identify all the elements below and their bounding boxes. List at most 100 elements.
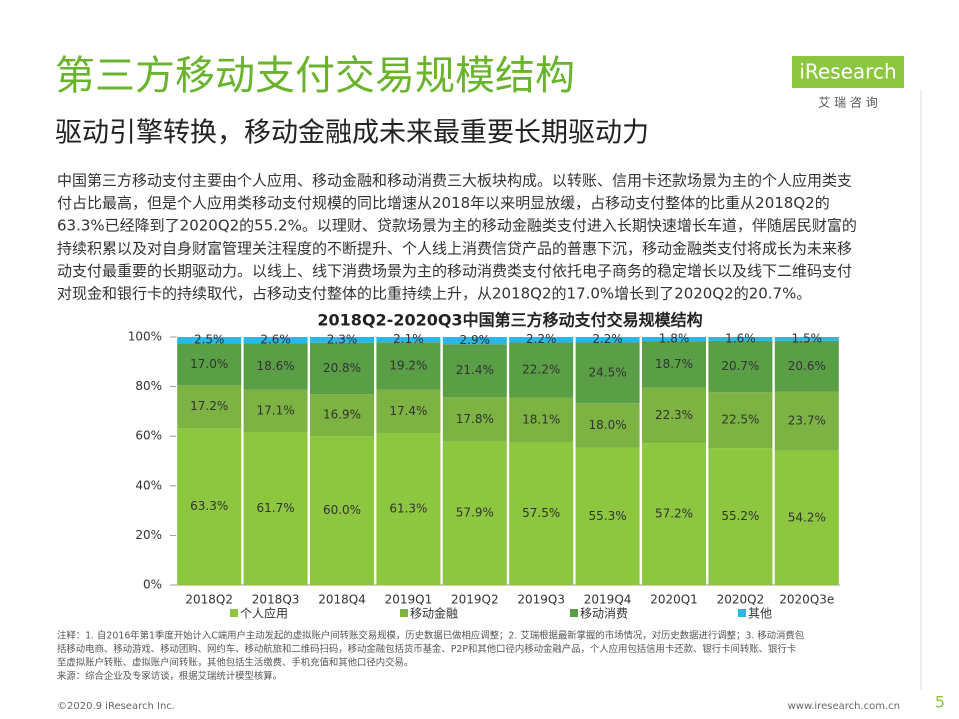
bar-segment <box>243 389 308 432</box>
bar-segment <box>708 392 773 449</box>
data-label: 2.6% <box>260 333 291 347</box>
bar-segment <box>642 443 706 585</box>
subtitle: 驱动引擎转换，移动金融成未来最重要长期驱动力 <box>55 118 649 149</box>
data-label: 1.8% <box>659 332 690 346</box>
logo-name: iResearch <box>799 60 896 84</box>
bar-segment <box>575 337 640 343</box>
x-tick-label: 2019Q2 <box>451 593 499 607</box>
legend-label: 其他 <box>748 607 772 621</box>
body-line: 63.3%已经降到了2020Q2的55.2%。以理财、贷款场景为主的移动金融类支… <box>57 217 857 235</box>
data-label: 18.1% <box>522 412 560 426</box>
chart-title: 2018Q2-2020Q3中国第三方移动支付交易规模结构 <box>317 311 702 330</box>
y-tick-label: 20% <box>135 528 162 542</box>
legend-swatch <box>230 609 238 617</box>
footer-url: www.iresearch.com.cn <box>788 701 900 712</box>
bar-segment <box>642 341 706 388</box>
bar-segment <box>177 343 242 386</box>
data-label: 20.8% <box>323 361 361 375</box>
data-label: 55.3% <box>589 509 627 523</box>
note-line: 注释：1. 自2016年第1季度开始计入C端用户主动发起的虚拟账户间转账交易规模… <box>57 630 804 642</box>
legend-label: 个人应用 <box>240 606 288 621</box>
data-label: 1.6% <box>725 331 756 345</box>
bar-segment <box>310 436 374 585</box>
bar-segment <box>376 389 441 433</box>
data-label: 57.5% <box>522 506 560 520</box>
bar-segment <box>774 391 839 451</box>
data-label: 60.0% <box>323 503 361 517</box>
bar-segment <box>575 447 640 585</box>
bar-segment <box>310 342 374 395</box>
bar-segment <box>243 431 308 585</box>
data-label: 2.3% <box>327 332 358 346</box>
data-label: 17.4% <box>389 404 427 418</box>
x-tick-label: 2019Q1 <box>385 593 433 607</box>
data-label: 17.0% <box>190 357 228 371</box>
data-label: 18.7% <box>655 357 693 371</box>
y-tick-label: 100% <box>128 330 162 344</box>
data-label: 2.2% <box>526 332 557 346</box>
data-label: 2.9% <box>460 333 491 347</box>
bar-segment <box>177 428 242 585</box>
x-tick-label: 2020Q2 <box>717 593 765 607</box>
bar-segment <box>310 394 374 437</box>
data-label: 21.4% <box>456 363 494 377</box>
data-label: 2.5% <box>194 333 225 347</box>
x-tick-label: 2018Q3 <box>252 593 300 607</box>
data-label: 23.7% <box>788 414 826 428</box>
legend-swatch <box>570 609 578 617</box>
bar-segment <box>509 442 574 585</box>
y-tick-label: 80% <box>135 379 162 393</box>
data-label: 54.2% <box>788 510 826 524</box>
notes: 注释：1. 自2016年第1季度开始计入C端用户主动发起的虚拟账户间转账交易规模… <box>57 630 804 683</box>
data-label: 2.1% <box>393 332 424 346</box>
logo-box <box>792 56 904 88</box>
note-line: 来源：综合企业及专家访谈，根据艾瑞统计模型核算。 <box>57 670 282 682</box>
legend-label: 移动消费 <box>580 607 628 621</box>
logo-sub: 艾 瑞 咨 询 <box>818 95 877 110</box>
bar-segment <box>376 337 441 343</box>
legend-swatch <box>738 609 746 617</box>
data-label: 61.7% <box>257 501 295 515</box>
y-tick-label: 40% <box>135 478 162 492</box>
bar-segment <box>177 385 242 429</box>
body-text: 中国第三方移动支付主要由个人应用、移动金融和移动消费三大板块构成。以转账、信用卡… <box>57 172 857 303</box>
chart: 0% 20% 40% 60% 80% 100% 2018Q2 63.3% 17.2% 17.0% 2… <box>128 330 840 621</box>
bar-segment <box>708 337 773 341</box>
note-line: 括移动电商、移动游戏、移动团购、网约车、移动航旅和二维码扫码，移动金融包括货币基… <box>57 643 796 655</box>
page-number: 5 <box>935 693 945 712</box>
x-tick-label: 2018Q2 <box>185 593 233 607</box>
bar-segment <box>243 343 308 390</box>
bar-segment <box>642 337 706 342</box>
x-tick-label: 2020Q3e <box>779 593 834 607</box>
body-line: 对现金和银行卡的持续取代，占移动支付整体的比重持续上升，从2018Q2的17.0… <box>57 285 811 303</box>
legend-swatch <box>400 609 408 617</box>
data-label: 57.2% <box>655 507 693 521</box>
data-label: 1.5% <box>792 331 823 345</box>
x-tick-label: 2019Q3 <box>517 593 565 607</box>
bar-segment <box>509 397 574 443</box>
data-label: 22.5% <box>721 413 759 427</box>
legend-label: 移动金融 <box>410 606 458 621</box>
bar-segment <box>310 337 374 343</box>
y-tick-label: 60% <box>135 429 162 443</box>
data-label: 22.2% <box>522 362 560 376</box>
data-label: 19.2% <box>389 359 427 373</box>
data-label: 57.9% <box>456 506 494 520</box>
x-tick-label: 2019Q4 <box>584 593 632 607</box>
data-label: 22.3% <box>655 408 693 422</box>
bar-segment <box>509 342 574 398</box>
body-line: 动支付最重要的长期驱动力。以线上、线下消费场景为主的移动消费类支付依托电子商务的… <box>57 262 852 280</box>
x-tick-label: 2020Q1 <box>650 593 698 607</box>
data-label: 55.2% <box>721 509 759 523</box>
data-label: 18.0% <box>589 418 627 432</box>
bar-segment <box>442 337 507 345</box>
body-line: 中国第三方移动支付主要由个人应用、移动金融和移动消费三大板块构成。以转账、信用卡… <box>57 172 852 190</box>
data-label: 61.3% <box>389 501 427 515</box>
bar-segment <box>442 441 507 585</box>
bar-segment <box>376 342 441 390</box>
bar-segment <box>442 344 507 398</box>
bar-segment <box>442 397 507 442</box>
data-label: 18.6% <box>257 359 295 373</box>
data-label: 16.9% <box>323 408 361 422</box>
